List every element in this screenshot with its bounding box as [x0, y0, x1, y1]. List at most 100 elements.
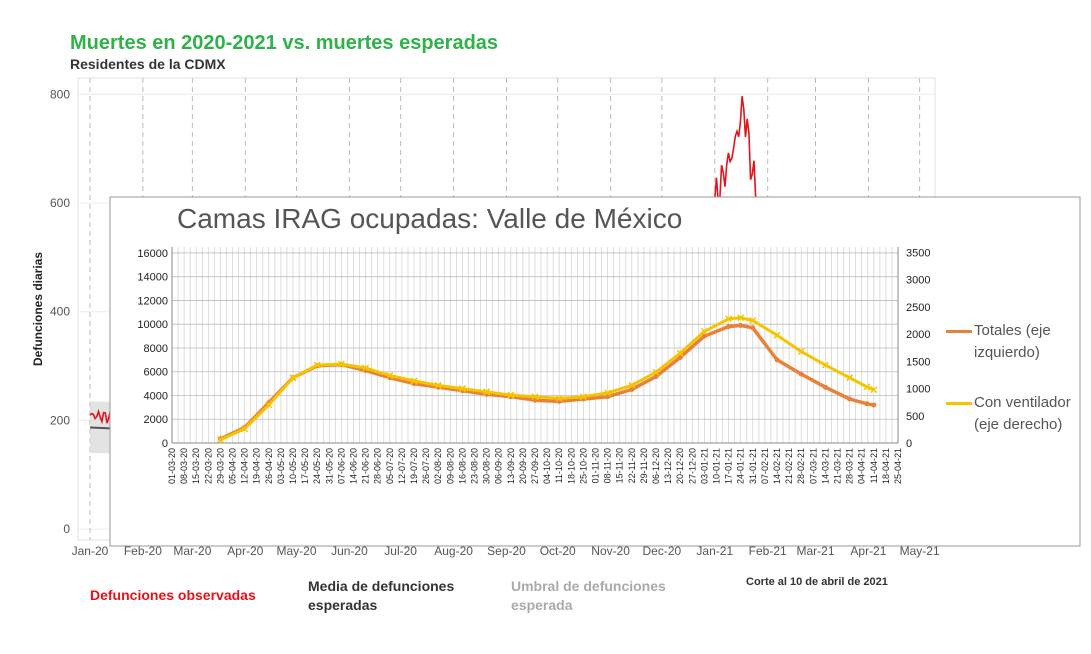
overlay-x-tick-label: 21-03-21: [833, 448, 843, 484]
overlay-x-tick-label: 18-10-20: [566, 448, 576, 484]
ventilador-point: [821, 361, 829, 369]
totales-point: [847, 396, 853, 402]
ventilador-point: [362, 364, 370, 372]
overlay-x-tick-label: 13-09-20: [506, 448, 516, 484]
ventilador-point: [507, 391, 515, 399]
overlay-x-tick-label: 23-08-20: [470, 448, 480, 484]
overlay-x-tick-label: 27-09-20: [530, 448, 540, 484]
ventilador-point: [289, 374, 297, 382]
overlay-x-tick-label: 06-12-20: [651, 448, 661, 484]
overlay-right-tick-label: 500: [906, 411, 924, 423]
overlay-x-tick-label: 16-08-20: [457, 448, 467, 484]
legend-ventilador-label: Con ventilador (eje derecho): [974, 394, 1071, 433]
x-tick-label: May-21: [900, 544, 940, 558]
overlay-x-tick-label: 02-08-20: [433, 448, 443, 484]
overlay-left-tick-label: 0: [162, 438, 168, 450]
overlay-x-tick-label: 31-01-21: [748, 448, 758, 484]
ventilador-point: [434, 381, 442, 389]
overlay-x-tick-label: 10-05-20: [288, 448, 298, 484]
overlay-x-tick-label: 20-12-20: [675, 448, 685, 484]
legend-expected: Media de defunciones esperadas: [308, 578, 455, 613]
x-tick-label: Dec-20: [643, 544, 682, 558]
overlay-right-tick-label: 2500: [906, 302, 930, 314]
overlay-left-tick-label: 6000: [144, 367, 168, 379]
x-tick-label: May-20: [277, 544, 317, 558]
overlay-right-tick-label: 0: [906, 438, 912, 450]
ventilador-point: [216, 436, 224, 444]
overlay-x-tick-label: 25-04-21: [893, 448, 903, 484]
x-tick-label: Sep-20: [487, 544, 526, 558]
totales-point: [605, 394, 611, 400]
ventilador-point: [725, 315, 733, 323]
overlay-x-tick-label: 24-01-21: [736, 448, 746, 484]
legend-threshold: Umbral de defunciones esperada: [511, 578, 666, 613]
ventilador-point: [863, 383, 871, 391]
ventilador-point: [579, 393, 587, 401]
overlay-right-tick-label: 3500: [906, 247, 930, 259]
x-tick-label: Nov-20: [591, 544, 630, 558]
overlay-x-tick-label: 24-05-20: [312, 448, 322, 484]
y-tick-label: 800: [50, 87, 70, 101]
ventilador-point: [458, 385, 466, 393]
ventilador-point: [531, 393, 539, 401]
overlay-x-tick-label: 31-05-20: [324, 448, 334, 484]
totales-point: [629, 387, 635, 392]
cutoff-note: Corte al 10 de abril de 2021: [746, 576, 888, 588]
overlay-x-tick-label: 14-06-20: [349, 448, 359, 484]
totales-point: [750, 325, 756, 331]
ventilador-point: [700, 327, 708, 335]
ventilador-point: [628, 381, 636, 389]
overlay-left-tick-label: 4000: [144, 390, 168, 402]
overlay-left-tick-label: 10000: [137, 319, 168, 331]
overlay-x-tick-label: 07-03-21: [808, 448, 818, 484]
overlay-x-tick-label: 12-04-20: [240, 448, 250, 484]
x-tick-label: Jun-20: [331, 544, 368, 558]
ventilador-point: [555, 394, 563, 402]
overlay-x-tick-label: 28-02-21: [796, 448, 806, 484]
x-tick-label: Apr-20: [227, 544, 263, 558]
totales-point: [677, 355, 683, 360]
legend-ventilador-marker: [946, 402, 972, 405]
overlay-left-tick-label: 16000: [137, 248, 168, 260]
overlay-x-tick-label: 27-12-20: [687, 448, 697, 484]
series-ventilador-line: [219, 316, 875, 442]
overlay-x-tick-label: 29-03-20: [215, 448, 225, 484]
chart-subtitle: Residentes de la CDMX: [70, 56, 226, 72]
x-tick-label: Oct-20: [540, 544, 576, 558]
overlay-x-tick-label: 03-05-20: [276, 448, 286, 484]
ventilador-point: [313, 361, 321, 369]
ventilador-point: [749, 316, 757, 325]
ventilador-point: [737, 314, 745, 322]
overlay-x-tick-label: 09-08-20: [445, 448, 455, 484]
overlay-x-tick-label: 04-04-21: [857, 448, 867, 484]
y-tick-label: 600: [50, 196, 70, 210]
overlay-x-tick-label: 22-03-20: [203, 448, 213, 484]
overlay-x-tick-label: 04-10-20: [542, 448, 552, 484]
ventilador-point: [604, 389, 612, 397]
overlay-x-tick-label: 03-01-21: [699, 448, 709, 484]
x-tick-label: Apr-21: [850, 544, 886, 558]
x-tick-label: Feb-20: [124, 544, 162, 558]
x-tick-label: Aug-20: [434, 544, 473, 558]
x-tick-label: Mar-20: [173, 544, 211, 558]
overlay-x-tick-label: 01-11-20: [591, 448, 601, 483]
overlay-left-tick-label: 14000: [137, 272, 168, 284]
totales-point: [738, 322, 744, 328]
chart-title: Muertes en 2020-2021 vs. muertes esperad…: [70, 32, 499, 54]
overlay-x-tick-label: 22-11-20: [627, 448, 637, 483]
overlay-x-tick-label: 08-03-20: [179, 448, 189, 484]
overlay-right-tick-label: 1000: [906, 384, 930, 396]
overlay-x-tick-label: 28-06-20: [373, 448, 383, 484]
overlay-x-tick-label: 30-08-20: [482, 448, 492, 484]
overlay-x-tick-label: 19-07-20: [409, 448, 419, 484]
ventilador-point: [337, 360, 345, 368]
overlay-x-tick-label: 26-04-20: [264, 448, 274, 484]
overlay-x-tick-label: 05-04-20: [228, 448, 238, 484]
totales-point: [653, 374, 659, 379]
overlay-x-tick-label: 05-07-20: [385, 448, 395, 484]
ventilador-point: [870, 386, 878, 394]
legend-observed: Defunciones observadas: [90, 587, 256, 603]
y-tick-label: 200: [50, 413, 70, 427]
totales-point: [822, 384, 828, 390]
overlay-x-tick-label: 29-11-20: [639, 448, 649, 483]
